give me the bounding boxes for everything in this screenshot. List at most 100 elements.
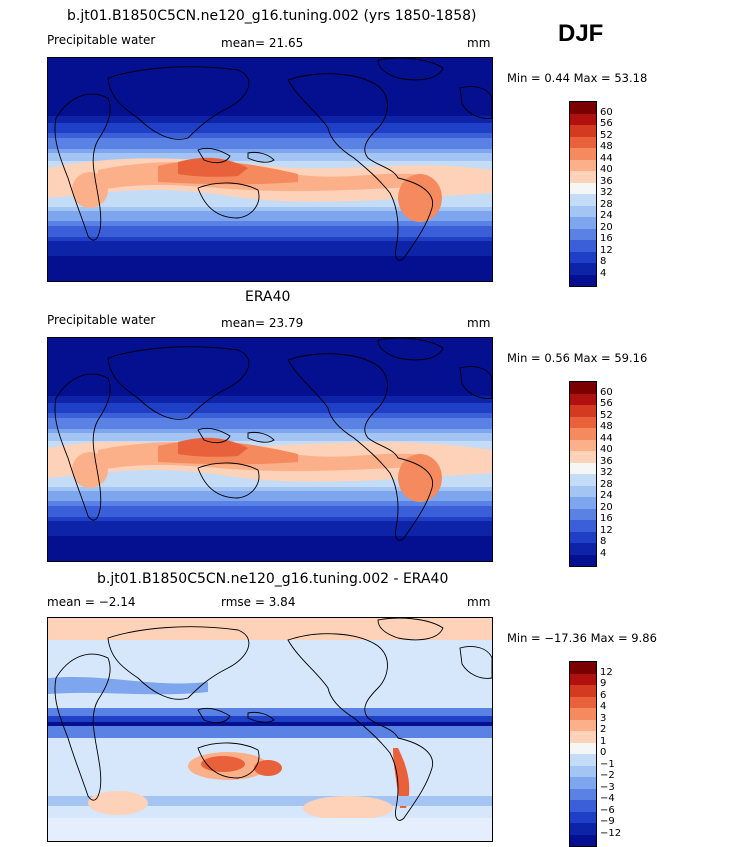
colorbar-label: 12 [600, 524, 613, 536]
colorbar-label: 9 [600, 678, 607, 689]
colorbar-swatch [570, 788, 596, 800]
map-band [398, 174, 442, 222]
colorbar-swatch [570, 696, 596, 708]
colorbar-swatch [570, 754, 596, 766]
colorbar-label: −6 [600, 804, 615, 816]
map-band [72, 452, 108, 488]
coastline [459, 366, 492, 399]
colorbar-swatch [570, 497, 596, 509]
colorbar-label: 1 [600, 735, 607, 747]
colorbar-swatch [570, 731, 596, 743]
colorbar-swatch [570, 462, 596, 474]
coastline [197, 182, 260, 219]
colorbar-swatch [570, 182, 596, 194]
colorbar-swatch [570, 274, 596, 286]
panel-3-map-field [48, 618, 492, 841]
colorbar-swatch [570, 405, 596, 417]
panel-2-colorbar [569, 381, 597, 567]
panel-2-minmax: Min = 0.56 Max = 59.16 [507, 351, 648, 365]
colorbar-swatch [570, 811, 596, 823]
colorbar-label: 3 [600, 712, 607, 724]
colorbar-label: −4 [600, 793, 615, 804]
colorbar-label: 8 [600, 256, 607, 267]
colorbar-swatch [570, 393, 596, 405]
colorbar-swatch [570, 136, 596, 148]
colorbar-swatch [570, 520, 596, 532]
map-band [48, 618, 492, 640]
colorbar-label: 4 [600, 547, 607, 559]
map-band [88, 791, 148, 815]
panel-3-rmse-label: rmse = 3.84 [221, 595, 296, 609]
colorbar-swatch [570, 205, 596, 217]
panel-1-variable-label: Precipitable water [47, 33, 156, 47]
coastline [107, 626, 250, 700]
map-band [48, 716, 492, 726]
colorbar-label: 48 [600, 141, 613, 152]
coastline [197, 742, 260, 779]
colorbar-label: 16 [600, 513, 613, 524]
panel-2-title: ERA40 [245, 289, 291, 305]
coastline [247, 151, 275, 163]
map-band [72, 172, 108, 208]
colorbar-label: 8 [600, 536, 607, 547]
colorbar-swatch [570, 102, 596, 114]
colorbar-swatch [570, 228, 596, 240]
colorbar-label: 4 [600, 701, 607, 712]
panel-2-variable-label: Precipitable water [47, 313, 156, 327]
coastline [287, 353, 434, 541]
colorbar-label: 6 [600, 689, 607, 701]
colorbar-swatch [570, 240, 596, 252]
coastline [287, 73, 434, 261]
colorbar-label: 20 [600, 501, 613, 513]
colorbar-label: 12 [600, 666, 613, 678]
colorbar-swatch [570, 251, 596, 263]
panel-3-mean-label: mean = −2.14 [47, 595, 136, 609]
colorbar-label: 28 [600, 198, 613, 210]
coastline [247, 711, 275, 723]
coastline [247, 431, 275, 443]
colorbar-label: 28 [600, 478, 613, 490]
colorbar-swatch [570, 673, 596, 685]
colorbar-label: 32 [600, 187, 613, 198]
colorbar-label: 16 [600, 233, 613, 244]
map-band [398, 454, 442, 502]
colorbar-swatch [570, 531, 596, 543]
panel-1-units: mm [467, 36, 491, 50]
colorbar-label: −1 [600, 758, 615, 770]
coastline [377, 58, 444, 81]
colorbar-label: 60 [600, 386, 613, 398]
coastline [287, 633, 434, 821]
panel-3-colorbar [569, 661, 597, 847]
colorbar-swatch [570, 508, 596, 520]
panel-3-minmax: Min = −17.36 Max = 9.86 [507, 631, 657, 645]
colorbar-swatch [570, 719, 596, 731]
panel-1-mean-label: mean= 21.65 [221, 36, 304, 50]
colorbar-label: 0 [600, 747, 607, 758]
colorbar-label: 56 [600, 398, 613, 409]
colorbar-swatch [570, 800, 596, 812]
map-band [393, 748, 410, 808]
colorbar-label: 44 [600, 152, 613, 164]
coastline [54, 373, 111, 521]
colorbar-swatch [570, 708, 596, 720]
coastline [197, 147, 231, 164]
colorbar-swatch [570, 428, 596, 440]
colorbar-swatch [570, 439, 596, 451]
coastline [197, 707, 231, 724]
coastline [107, 346, 250, 420]
colorbar-swatch [570, 113, 596, 125]
colorbar-label: 40 [600, 164, 613, 175]
colorbar-swatch [570, 685, 596, 697]
colorbar-swatch [570, 125, 596, 137]
panel-1-map-field [48, 58, 492, 281]
season-label: DJF [558, 20, 604, 47]
colorbar-label: 32 [600, 467, 613, 478]
colorbar-label: 44 [600, 432, 613, 444]
colorbar-swatch [570, 485, 596, 497]
colorbar-label: 52 [600, 129, 613, 141]
colorbar-label: 56 [600, 118, 613, 129]
colorbar-swatch [570, 263, 596, 275]
coastline [197, 462, 260, 499]
coastline [377, 338, 444, 361]
colorbar-swatch [570, 217, 596, 229]
